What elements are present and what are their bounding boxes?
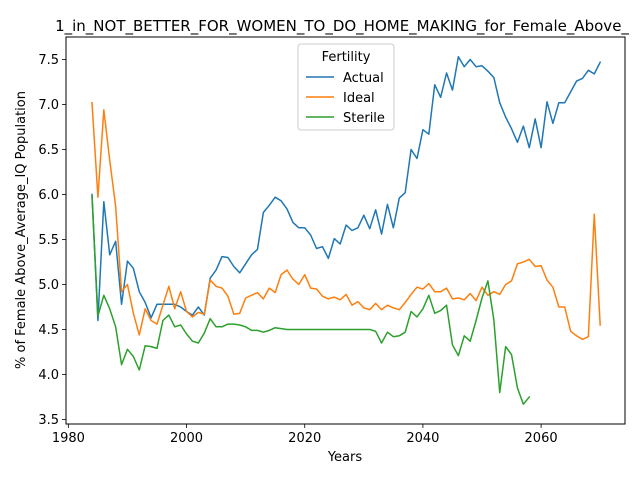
x-axis: 1980 2000 2020 2040 2060 [52, 424, 558, 446]
legend-label-ideal: Ideal [343, 91, 375, 106]
y-axis-label: % of Female Above_Average_IQ Population [14, 91, 29, 369]
x-tick-label: 2000 [170, 431, 203, 446]
y-tick-label: 7.5 [38, 53, 59, 68]
legend-label-sterile: Sterile [343, 111, 385, 126]
y-tick-label: 6.5 [38, 143, 59, 158]
x-tick-label: 2040 [406, 431, 439, 446]
series-line-sterile [91, 195, 531, 405]
y-tick-label: 3.5 [38, 413, 59, 428]
series-line-ideal [91, 101, 601, 341]
y-tick-label: 6.0 [38, 188, 59, 203]
legend-label-actual: Actual [343, 71, 384, 86]
x-tick-label: 1980 [52, 431, 85, 446]
y-axis: 3.5 4.0 4.5 5.0 5.5 6.0 6.5 7.0 7.5 [38, 53, 66, 428]
legend-entries: Actual Ideal Sterile [306, 71, 385, 126]
y-tick-label: 5.5 [38, 233, 59, 248]
legend-box [297, 43, 395, 131]
x-tick-label: 2020 [288, 431, 321, 446]
series-layer [91, 56, 602, 405]
plot-frame [65, 36, 626, 425]
y-tick-label: 7.0 [38, 98, 59, 113]
y-tick-label: 4.5 [38, 323, 59, 338]
legend-title: Fertility [322, 50, 371, 65]
legend: Fertility Actual Ideal Sterile [297, 43, 395, 131]
y-tick-label: 5.0 [38, 278, 59, 293]
plot-area [65, 36, 626, 425]
x-axis-label: Years [327, 450, 363, 465]
y-tick-label: 4.0 [38, 368, 59, 383]
chart-title: 1_in_NOT_BETTER_FOR_WOMEN_TO_DO_HOME_MAK… [55, 17, 629, 36]
x-tick-label: 2060 [525, 431, 558, 446]
